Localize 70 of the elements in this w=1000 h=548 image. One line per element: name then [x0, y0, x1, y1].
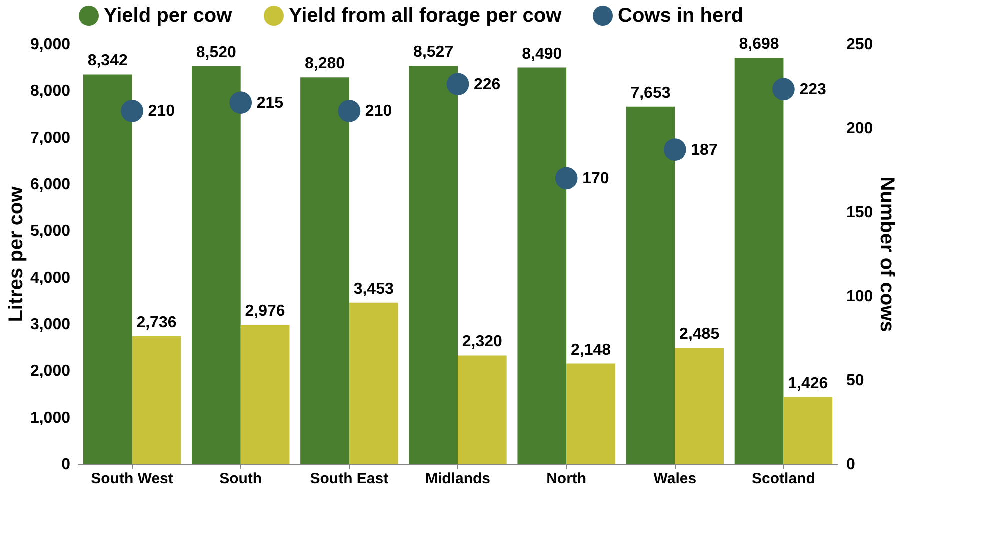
bar: [192, 66, 241, 464]
x-tick-label: South: [220, 470, 262, 488]
x-tick-label: South East: [310, 470, 389, 488]
y-tick-label: 3,000: [30, 316, 71, 334]
y2-tick-label: 0: [846, 456, 856, 474]
point: [338, 100, 361, 122]
y-tick-label: 0: [62, 456, 71, 474]
data-label: 210: [148, 103, 176, 120]
point: [664, 138, 686, 161]
bar: [675, 348, 724, 464]
bar: [300, 78, 350, 464]
data-label: 226: [474, 76, 501, 94]
data-label: 2,320: [462, 334, 503, 351]
bar: [734, 58, 784, 464]
data-label: 1,426: [788, 375, 828, 392]
y-tick-label: 5,000: [30, 223, 71, 240]
bar: [83, 74, 132, 464]
data-label: 210: [365, 103, 392, 120]
y-axis-title: Litres per cow: [5, 186, 28, 322]
y2-tick-label: 200: [846, 120, 874, 138]
x-tick-label: Midlands: [425, 470, 491, 488]
x-tick-label: North: [546, 470, 587, 488]
y2-tick-label: 150: [846, 204, 874, 222]
y-tick-label: 9,000: [30, 36, 71, 54]
data-label: 8,490: [522, 46, 562, 63]
bar: [132, 336, 182, 464]
y2-tick-label: 250: [846, 36, 874, 54]
data-label: 215: [256, 94, 284, 112]
bar: [409, 66, 458, 464]
y2-axis-title: Number of cows: [876, 176, 898, 332]
data-label: 2,736: [136, 314, 177, 332]
y-tick-label: 1,000: [30, 410, 71, 427]
y-tick-label: 8,000: [30, 83, 71, 100]
y-tick-label: 7,000: [30, 130, 71, 147]
data-label: 187: [691, 142, 718, 159]
point: [121, 100, 144, 122]
data-label: 170: [582, 170, 610, 188]
data-label: 7,653: [630, 84, 671, 102]
bar: [518, 68, 567, 464]
data-label: 8,527: [414, 44, 454, 62]
y-tick-label: 2,000: [30, 363, 71, 380]
data-label: 223: [800, 81, 827, 98]
point: [446, 73, 470, 96]
bar: [349, 302, 398, 464]
point: [772, 78, 795, 101]
bar: [626, 106, 676, 464]
y2-tick-label: 50: [846, 372, 864, 390]
data-label: 2,976: [245, 303, 286, 320]
x-tick-label: Wales: [654, 470, 697, 488]
bar: [240, 325, 290, 464]
x-tick-label: Scotland: [752, 470, 816, 488]
bar: [566, 364, 616, 464]
bar: [458, 356, 507, 464]
bar: [784, 397, 833, 464]
legend-label: Yield from all forage per cow: [289, 5, 562, 27]
legend-label: Cows in herd: [618, 5, 744, 27]
legend-label: Yield per cow: [104, 5, 233, 27]
data-label: 2,485: [680, 326, 720, 344]
data-label: 8,280: [304, 56, 346, 73]
data-label: 2,148: [570, 342, 612, 359]
data-label: 8,698: [739, 36, 780, 54]
y-tick-label: 4,000: [30, 270, 71, 287]
y2-tick-label: 100: [846, 288, 874, 306]
data-label: 8,342: [88, 52, 128, 70]
data-label: 8,520: [196, 44, 237, 62]
point: [230, 92, 252, 114]
data-label: 3,453: [354, 280, 394, 298]
y-tick-label: 6,000: [30, 176, 71, 194]
x-tick-label: South West: [91, 470, 174, 488]
point: [555, 167, 578, 190]
